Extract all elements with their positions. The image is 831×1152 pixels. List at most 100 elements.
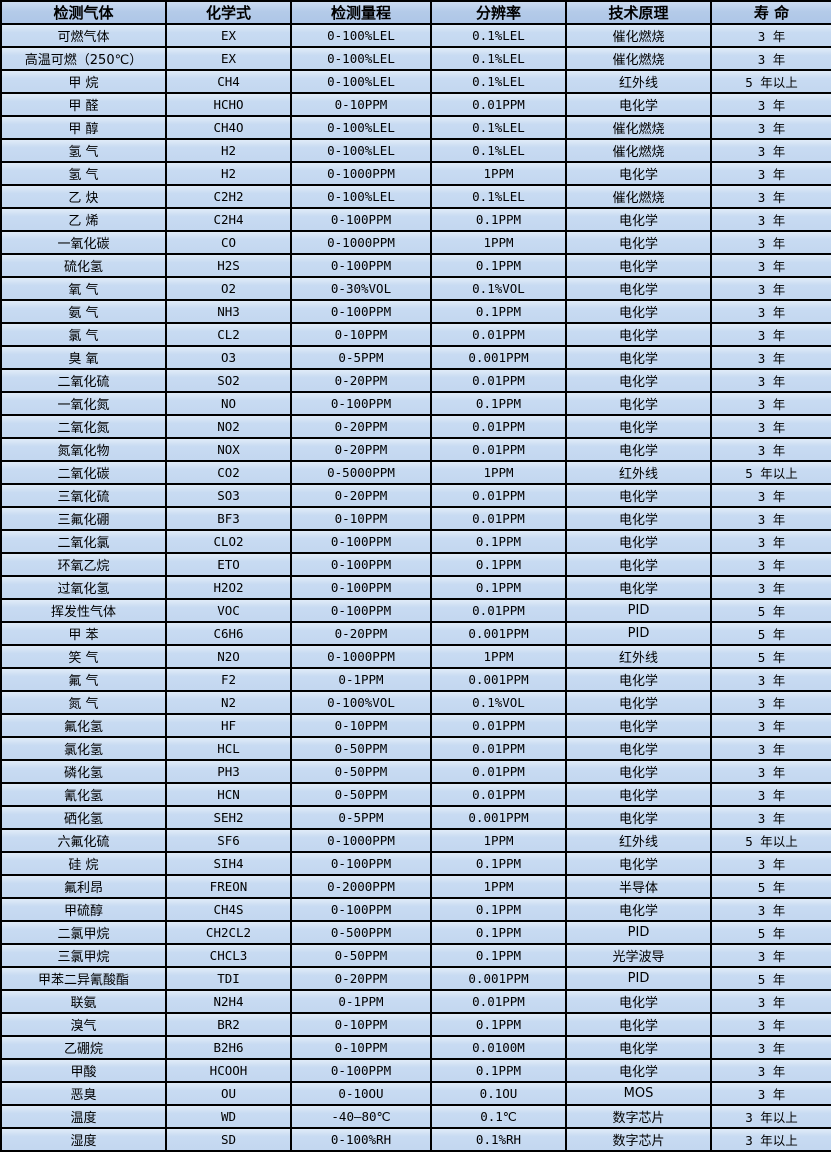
cell-resolution: 0.1PPM (430, 299, 567, 324)
cell-gas-name: 臭 氧 (0, 345, 167, 370)
cell-chemical-formula: NH3 (165, 299, 292, 324)
cell-technology-principle: 红外线 (565, 828, 712, 853)
cell-lifespan: 3 年 (710, 667, 831, 692)
cell-detection-range: 0-10PPM (290, 322, 432, 347)
cell-gas-name: 六氟化硫 (0, 828, 167, 853)
cell-chemical-formula: CHCL3 (165, 943, 292, 968)
cell-gas-name: 硅 烷 (0, 851, 167, 876)
table-header: 检测气体 化学式 检测量程 分辨率 技术原理 寿 命 (0, 0, 831, 25)
cell-detection-range: 0-5000PPM (290, 460, 432, 485)
cell-gas-name: 氟化氢 (0, 713, 167, 738)
cell-chemical-formula: NO2 (165, 414, 292, 439)
table-row: 湿度 SD 0-100%RH 0.1%RH 数字芯片 3 年以上 (0, 1127, 831, 1152)
cell-detection-range: 0-30%VOL (290, 276, 432, 301)
cell-resolution: 0.1PPM (430, 391, 567, 416)
cell-chemical-formula: OU (165, 1081, 292, 1106)
cell-lifespan: 3 年 (710, 299, 831, 324)
cell-lifespan: 3 年 (710, 529, 831, 554)
cell-chemical-formula: CO (165, 230, 292, 255)
cell-technology-principle: 电化学 (565, 851, 712, 876)
cell-chemical-formula: WD (165, 1104, 292, 1129)
column-header-gas: 检测气体 (0, 0, 167, 25)
cell-technology-principle: MOS (565, 1081, 712, 1106)
cell-lifespan: 3 年 (710, 161, 831, 186)
cell-detection-range: 0-100PPM (290, 253, 432, 278)
cell-resolution: 0.01PPM (430, 598, 567, 623)
cell-chemical-formula: N2 (165, 690, 292, 715)
cell-technology-principle: 电化学 (565, 368, 712, 393)
cell-resolution: 0.01PPM (430, 736, 567, 761)
cell-gas-name: 三氧化硫 (0, 483, 167, 508)
cell-resolution: 0.1%LEL (430, 138, 567, 163)
table-row: 氟化氢 HF 0-10PPM 0.01PPM 电化学 3 年 (0, 713, 831, 738)
cell-lifespan: 3 年 (710, 759, 831, 784)
cell-lifespan: 3 年 (710, 1058, 831, 1083)
cell-gas-name: 一氧化碳 (0, 230, 167, 255)
column-header-range: 检测量程 (290, 0, 432, 25)
cell-detection-range: 0-100%LEL (290, 138, 432, 163)
cell-technology-principle: PID (565, 621, 712, 646)
cell-chemical-formula: O3 (165, 345, 292, 370)
table-row: 硒化氢 SEH2 0-5PPM 0.001PPM 电化学 3 年 (0, 805, 831, 830)
column-header-resolution: 分辨率 (430, 0, 567, 25)
cell-technology-principle: 电化学 (565, 713, 712, 738)
cell-chemical-formula: H2S (165, 253, 292, 278)
cell-resolution: 0.1PPM (430, 943, 567, 968)
cell-technology-principle: 电化学 (565, 253, 712, 278)
cell-technology-principle: 电化学 (565, 276, 712, 301)
cell-gas-name: 硫化氢 (0, 253, 167, 278)
cell-technology-principle: 电化学 (565, 667, 712, 692)
cell-technology-principle: 电化学 (565, 161, 712, 186)
cell-resolution: 0.1%LEL (430, 69, 567, 94)
cell-chemical-formula: F2 (165, 667, 292, 692)
table-row: 臭 氧 O3 0-5PPM 0.001PPM 电化学 3 年 (0, 345, 831, 370)
cell-chemical-formula: CH4O (165, 115, 292, 140)
cell-lifespan: 3 年 (710, 1035, 831, 1060)
cell-technology-principle: 电化学 (565, 299, 712, 324)
cell-chemical-formula: SO3 (165, 483, 292, 508)
cell-chemical-formula: N2H4 (165, 989, 292, 1014)
cell-chemical-formula: BR2 (165, 1012, 292, 1037)
cell-resolution: 0.1PPM (430, 253, 567, 278)
cell-chemical-formula: CH2CL2 (165, 920, 292, 945)
cell-gas-name: 氰化氢 (0, 782, 167, 807)
cell-resolution: 0.1OU (430, 1081, 567, 1106)
cell-lifespan: 3 年 (710, 23, 831, 48)
cell-detection-range: 0-50PPM (290, 782, 432, 807)
cell-detection-range: 0-1000PPM (290, 828, 432, 853)
table-row: 氧 气 O2 0-30%VOL 0.1%VOL 电化学 3 年 (0, 276, 831, 301)
cell-technology-principle: 电化学 (565, 483, 712, 508)
cell-gas-name: 氨 气 (0, 299, 167, 324)
cell-detection-range: 0-5PPM (290, 345, 432, 370)
cell-gas-name: 二氧化碳 (0, 460, 167, 485)
cell-resolution: 0.001PPM (430, 621, 567, 646)
cell-lifespan: 3 年 (710, 345, 831, 370)
cell-lifespan: 3 年 (710, 138, 831, 163)
cell-chemical-formula: CO2 (165, 460, 292, 485)
cell-resolution: 0.01PPM (430, 437, 567, 462)
cell-chemical-formula: SO2 (165, 368, 292, 393)
table-row: 二氧化氮 NO2 0-20PPM 0.01PPM 电化学 3 年 (0, 414, 831, 439)
cell-resolution: 0.01PPM (430, 506, 567, 531)
table-row: 氯化氢 HCL 0-50PPM 0.01PPM 电化学 3 年 (0, 736, 831, 761)
cell-gas-name: 氟 气 (0, 667, 167, 692)
cell-chemical-formula: O2 (165, 276, 292, 301)
cell-detection-range: 0-100%VOL (290, 690, 432, 715)
cell-chemical-formula: SF6 (165, 828, 292, 853)
cell-gas-name: 过氧化氢 (0, 575, 167, 600)
cell-technology-principle: 催化燃烧 (565, 184, 712, 209)
cell-gas-name: 氧 气 (0, 276, 167, 301)
table-row: 恶臭 OU 0-10OU 0.1OU MOS 3 年 (0, 1081, 831, 1106)
cell-technology-principle: 半导体 (565, 874, 712, 899)
table-row: 联氨 N2H4 0-1PPM 0.01PPM 电化学 3 年 (0, 989, 831, 1014)
cell-resolution: 0.1PPM (430, 552, 567, 577)
cell-lifespan: 3 年 (710, 414, 831, 439)
cell-gas-name: 氢 气 (0, 161, 167, 186)
cell-gas-name: 联氨 (0, 989, 167, 1014)
cell-lifespan: 3 年 (710, 989, 831, 1014)
table-row: 温度 WD -40—80℃ 0.1℃ 数字芯片 3 年以上 (0, 1104, 831, 1129)
cell-lifespan: 3 年 (710, 92, 831, 117)
table-row: 溴气 BR2 0-10PPM 0.1PPM 电化学 3 年 (0, 1012, 831, 1037)
cell-technology-principle: 电化学 (565, 230, 712, 255)
cell-detection-range: 0-100PPM (290, 207, 432, 232)
